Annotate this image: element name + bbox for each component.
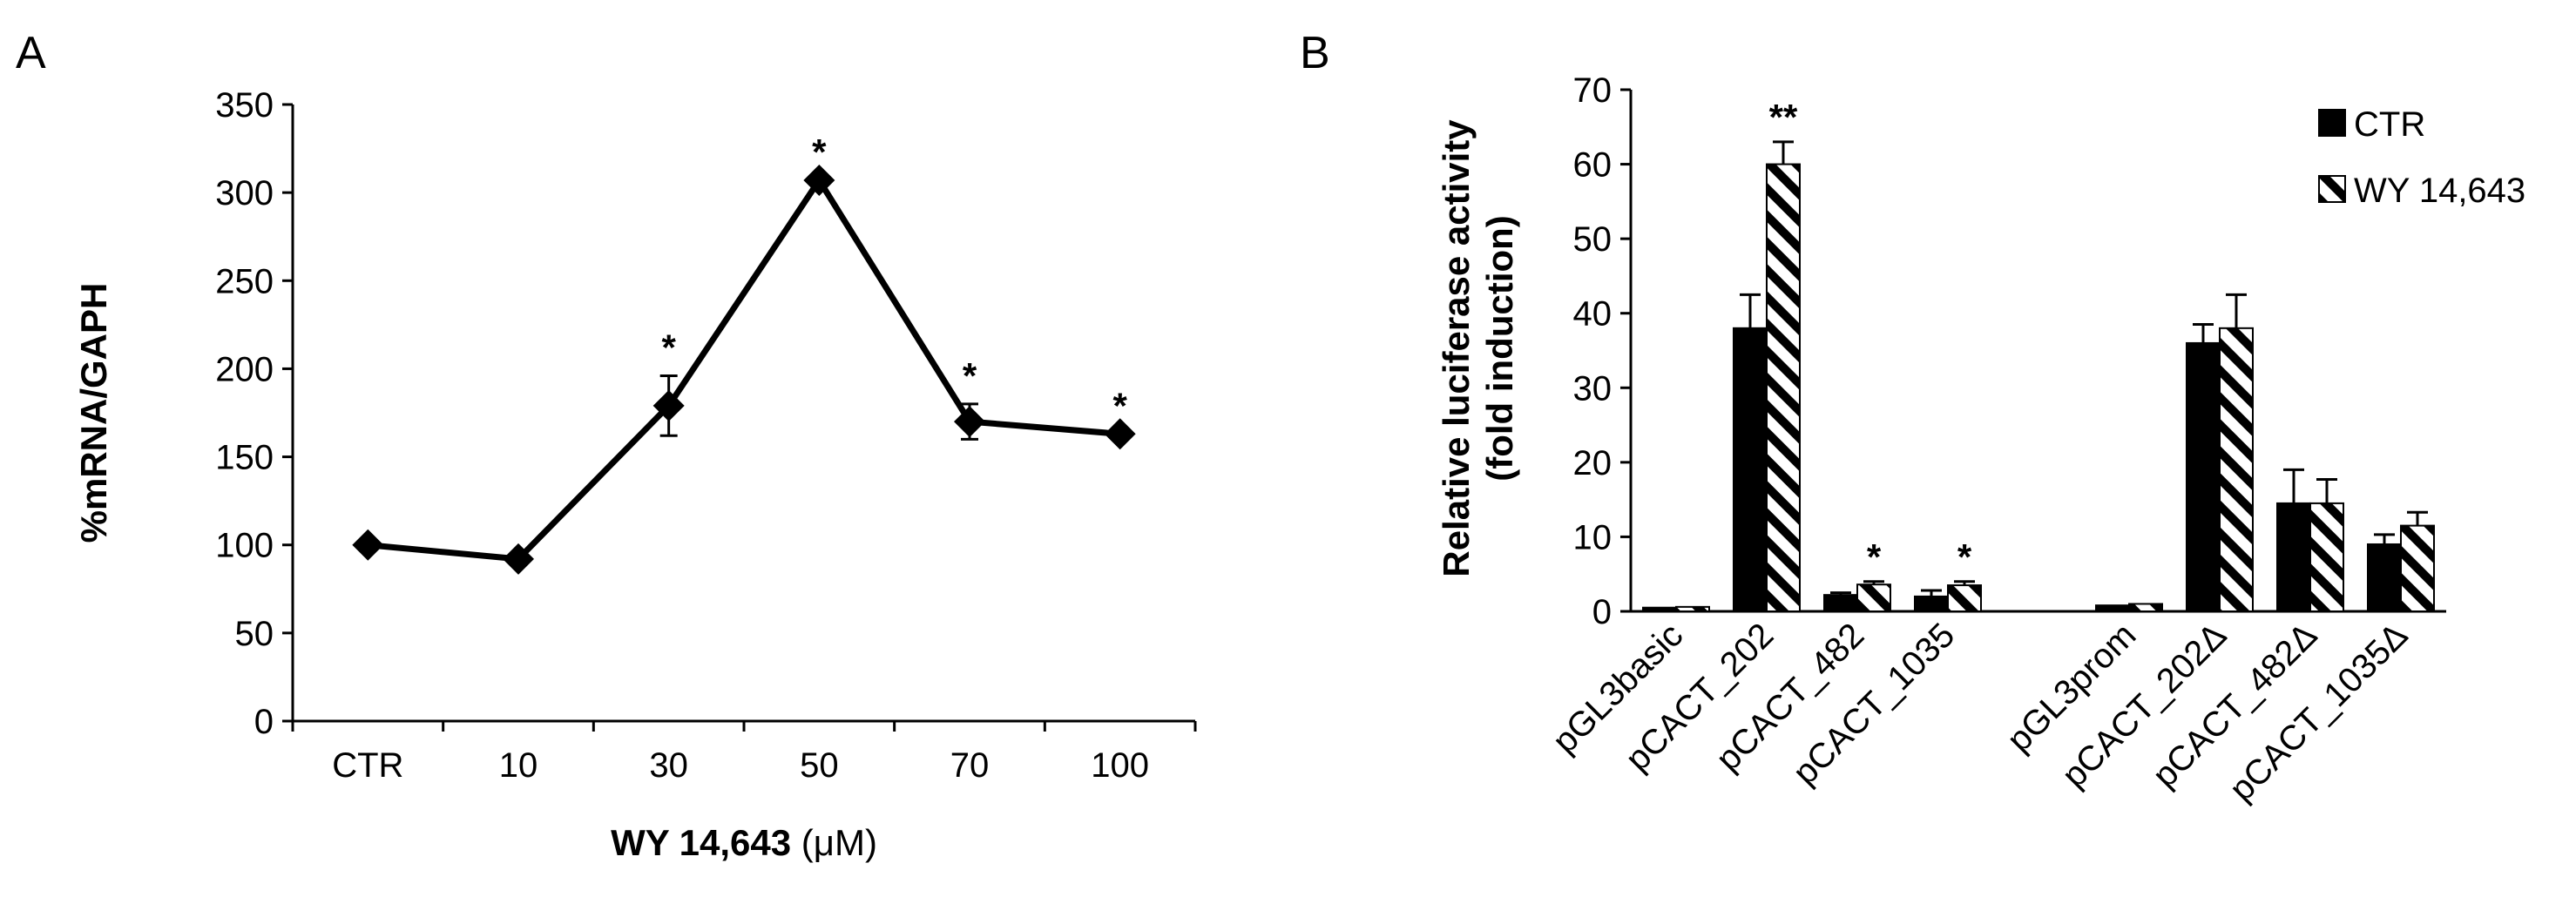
- chart-a-xtick-label: 70: [950, 746, 990, 785]
- chart-a-ytick-label: 50: [235, 615, 274, 653]
- chart-a-x-title-unit: (μM): [801, 822, 877, 863]
- chart-b-ytick-label: 30: [1573, 369, 1613, 408]
- chart-b-legend: CTR WY 14,643: [2318, 105, 2525, 210]
- chart-b-bar-ctr: [1733, 327, 1768, 612]
- chart-b-bar-ctr: [2276, 502, 2311, 613]
- chart-b-bar-wy: [1675, 605, 1710, 613]
- chart-a-data-point: [954, 406, 985, 438]
- chart-a-ytick-label: 0: [254, 703, 274, 741]
- chart-b-bar-wy: [2128, 603, 2163, 613]
- chart-a-significance-mark: *: [1112, 385, 1127, 426]
- chart-b-bar-wy: [1947, 584, 1982, 612]
- chart-b-significance-mark: **: [1769, 97, 1798, 138]
- chart-a-ytick-label: 300: [215, 174, 274, 212]
- chart-a-data-point: [652, 389, 685, 422]
- chart-a-data-point: [803, 164, 835, 196]
- chart-b-bar-ctr: [1642, 606, 1677, 613]
- chart-a-xtick-label: CTR: [332, 746, 403, 785]
- chart-a-xtick-label: 100: [1091, 746, 1149, 785]
- chart-b-bar-ctr: [1914, 595, 1949, 613]
- chart-b-bar-ctr: [2095, 604, 2130, 613]
- chart-b-xtick-label: pCACT_1035: [1786, 616, 1962, 792]
- chart-a: 0 50 100 150 200 250 300 350 CTR 10 30 50 70 100 * * *…: [73, 86, 1197, 863]
- chart-a-x-title: WY 14,643 (μM): [611, 822, 877, 863]
- chart-a-ytick-label: 250: [215, 262, 274, 300]
- chart-b-ytick-label: 60: [1573, 146, 1613, 185]
- chart-b-ytick-label: 50: [1573, 220, 1613, 259]
- chart-a-data-point: [503, 543, 534, 575]
- chart-a-ytick-label: 200: [215, 350, 274, 388]
- chart-a-significance-mark: *: [661, 327, 676, 368]
- chart-b-ytick-label: 70: [1573, 71, 1613, 110]
- chart-a-ytick-label: 100: [215, 527, 274, 565]
- chart-b-legend-swatch-ctr: [2318, 109, 2346, 137]
- chart-a-data-point: [1104, 418, 1136, 450]
- chart-b-bar-wy: [1766, 163, 1801, 613]
- chart-b-legend-swatch-wy: [2318, 175, 2346, 203]
- chart-a-ytick-label: 350: [215, 86, 274, 125]
- chart-b-legend-label: WY 14,643: [2354, 172, 2525, 210]
- chart-a-ytick-label: 150: [215, 439, 274, 477]
- panel-b-label: B: [1300, 28, 1330, 78]
- chart-a-x-title-bold: WY 14,643: [611, 822, 791, 863]
- chart-a-significance-mark: *: [812, 132, 827, 172]
- chart-b-significance-mark: *: [1957, 536, 1972, 577]
- chart-b-ytick-label: 10: [1573, 518, 1613, 556]
- panel-a-label: A: [16, 28, 46, 78]
- chart-a-xtick-label: 10: [499, 746, 538, 785]
- chart-b-y-title-line1: Relative luciferase activity: [1436, 119, 1477, 577]
- chart-b-bar-wy: [2400, 524, 2435, 612]
- chart-a-significance-mark: *: [963, 355, 977, 396]
- chart-b-bar-ctr: [2186, 341, 2221, 612]
- chart-b-bar-ctr: [1823, 594, 1858, 612]
- chart-b-significance-mark: *: [1867, 536, 1882, 577]
- chart-b-bar-ctr: [2367, 543, 2402, 612]
- chart-b-y-title-line2: (fold induction): [1479, 215, 1520, 482]
- chart-b-bar-wy: [2309, 502, 2344, 613]
- chart-b-ytick-label: 0: [1592, 593, 1612, 631]
- chart-b-bar-wy: [2219, 327, 2254, 612]
- chart-a-series-line: [368, 177, 1120, 563]
- chart-a-data-point: [352, 529, 384, 561]
- chart-b-ytick-label: 40: [1573, 295, 1613, 334]
- chart-a-xtick-label: 30: [649, 746, 688, 785]
- chart-b-legend-label: CTR: [2354, 105, 2425, 144]
- chart-a-xtick-label: 50: [800, 746, 839, 785]
- chart-b-ytick-label: 20: [1573, 444, 1613, 482]
- chart-b-bar-wy: [1856, 583, 1891, 612]
- chart-a-y-title: %mRNA/GAPH: [73, 283, 114, 543]
